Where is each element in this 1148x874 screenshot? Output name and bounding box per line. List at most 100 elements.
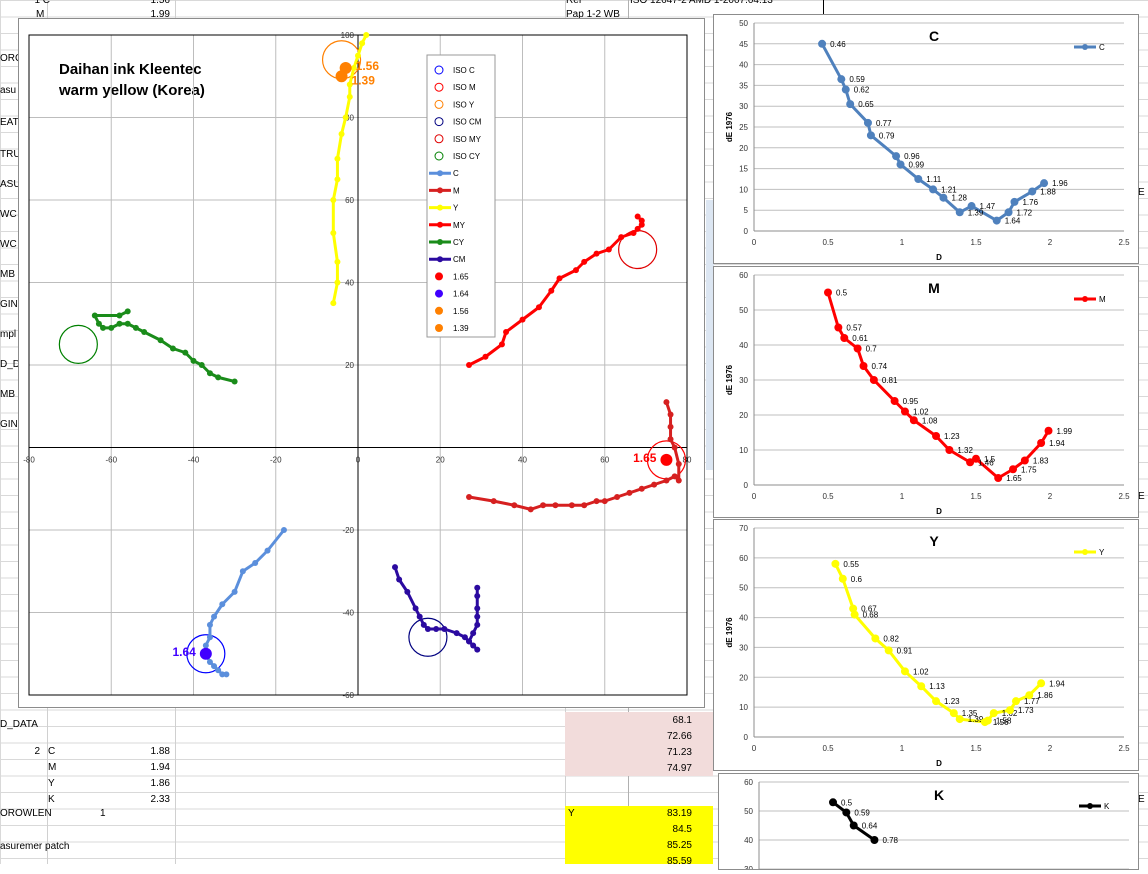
data-point (342, 114, 349, 121)
data-point (503, 329, 510, 335)
marker-label: 1.56 (356, 59, 380, 73)
x-tick-label: 2.5 (1118, 744, 1130, 753)
chart-k-panel[interactable]: 30 40 50 60 K K 0.50.59 0.64 0.78 (718, 773, 1139, 874)
yellow-value: 84.5 (672, 824, 692, 835)
data-point (474, 584, 481, 591)
x-tick-label: 20 (436, 456, 445, 465)
data-point (1037, 679, 1046, 688)
legend-dot-icon (435, 272, 443, 281)
y-tick-label: 10 (739, 446, 748, 455)
data-point (540, 502, 547, 509)
data-label: 1.11 (926, 175, 942, 184)
data-point (675, 477, 682, 484)
series-line-c (204, 529, 286, 676)
y-tick-label: 60 (739, 554, 748, 563)
legend-label: ISO CM (453, 118, 482, 127)
data-point (842, 808, 851, 817)
data-point (614, 494, 621, 500)
marker-dot (660, 453, 673, 466)
data-point (618, 234, 625, 241)
data-point (169, 345, 176, 352)
data-point (638, 221, 645, 228)
data-point (593, 250, 600, 257)
data-label: 1.23 (944, 432, 960, 441)
legend-ring-icon (434, 134, 444, 144)
data-label: 1.02 (913, 667, 929, 676)
data-label: 1.99 (1057, 427, 1073, 436)
y-tick-label: 100 (341, 31, 355, 40)
chart-title: C (929, 28, 939, 44)
data-point (215, 667, 222, 674)
data-point (663, 399, 670, 406)
data-point (404, 588, 411, 595)
data-point (824, 288, 832, 297)
data-point (593, 498, 600, 505)
data-point (945, 446, 954, 454)
left-fragment: GIN (0, 299, 18, 310)
y-tick-label: 20 (739, 673, 748, 682)
left-fragment: EAT (0, 117, 19, 128)
left-fragment: D_D (0, 359, 21, 370)
left-fragment: D_DATA (0, 719, 38, 730)
pink-value: 74.97 (666, 763, 692, 774)
x-tick-label: 0 (752, 492, 757, 501)
data-label: 0.65 (858, 100, 874, 109)
data-point (932, 697, 941, 706)
data-label: 1.13 (929, 682, 945, 691)
data-point (829, 798, 837, 807)
data-point (840, 334, 849, 342)
legend-label: C (453, 169, 459, 178)
data-label: 1.86 (1037, 691, 1053, 700)
data-point (863, 118, 872, 127)
pink-value: 68.1 (672, 715, 692, 726)
legend-label: 1.56 (453, 307, 469, 316)
y-axis-label: dE 1976 (725, 111, 734, 142)
iso-target-ring (58, 324, 98, 364)
data-label: 1.56 (993, 718, 1009, 727)
y-tick-label: 10 (739, 703, 748, 712)
data-point (869, 376, 878, 384)
data-point (556, 275, 563, 282)
marker-label: 1.65 (633, 451, 657, 465)
data-point (424, 626, 431, 632)
data-label: 1.72 (1017, 208, 1033, 217)
data-point (466, 362, 473, 368)
data-point (1009, 465, 1017, 474)
paper-label: Pap 1-2 WB (566, 9, 620, 20)
y-tick-label: 40 (739, 614, 748, 623)
y-tick-label: 40 (744, 836, 753, 845)
data-point (1025, 691, 1034, 700)
data-point (350, 65, 357, 71)
data-point (215, 374, 222, 381)
y-tick-label: 10 (739, 185, 748, 194)
data-point (219, 671, 226, 678)
data-point (939, 193, 948, 202)
data-label: 0.99 (909, 160, 925, 169)
data-point (630, 230, 637, 236)
data-label: 1.94 (1049, 439, 1065, 448)
data-point (490, 498, 497, 505)
data-point (667, 411, 674, 418)
data-point (955, 208, 964, 217)
y-tick-label: 5 (744, 206, 749, 215)
left-fragment: asu (0, 85, 17, 96)
data-label: 0.95 (903, 397, 919, 406)
data-point (1011, 697, 1020, 706)
x-tick-label: 0 (752, 238, 757, 247)
y-tick-label: 25 (739, 123, 748, 132)
data-point (441, 626, 448, 632)
x-tick-label: -20 (270, 456, 282, 465)
data-point (202, 642, 209, 649)
data-point (108, 324, 115, 331)
y-tick-label: 60 (744, 778, 753, 787)
data-label: 0.96 (904, 152, 920, 161)
y-tick-label: 30 (739, 643, 748, 652)
marker-dot (199, 647, 212, 660)
main-chart-panel[interactable]: Daihan ink Kleentec warm yellow (Korea) … (18, 18, 705, 708)
y-tick-label: 20 (739, 144, 748, 153)
data-point (989, 709, 998, 718)
left-fragment: GIN (0, 419, 18, 430)
